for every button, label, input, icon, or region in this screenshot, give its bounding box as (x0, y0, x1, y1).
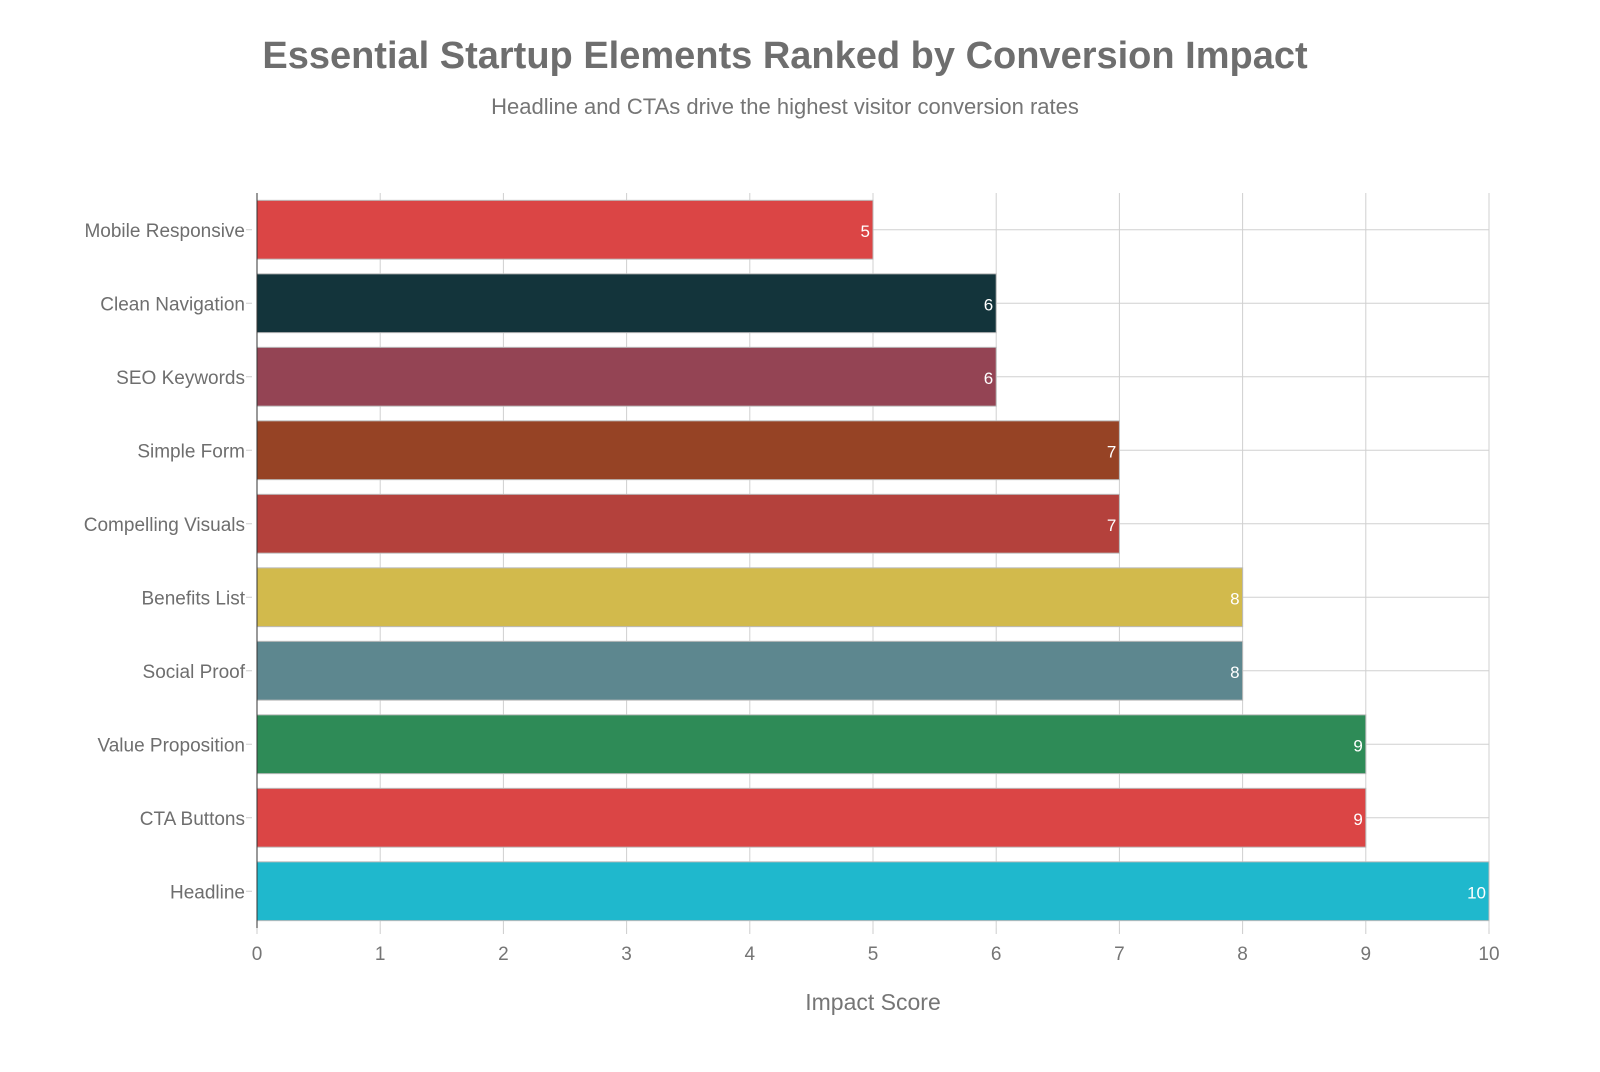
data-label: 10 (1467, 883, 1486, 902)
chart-subtitle: Headline and CTAs drive the highest visi… (491, 94, 1079, 119)
x-tick-label: 8 (1237, 944, 1248, 965)
bar (256, 861, 1490, 922)
data-label: 8 (1230, 663, 1239, 682)
y-tick-label: Social Proof (143, 662, 246, 683)
bar (256, 567, 1244, 628)
x-tick-label: 6 (991, 944, 1002, 965)
bar (256, 787, 1367, 848)
x-tick-label: 0 (252, 944, 263, 965)
x-tick-label: 3 (621, 944, 632, 965)
bar (256, 640, 1244, 701)
x-tick-label: 1 (375, 944, 386, 965)
x-tick-label: 2 (498, 944, 509, 965)
data-label: 7 (1107, 442, 1116, 461)
x-tick-label: 7 (1114, 944, 1125, 965)
y-tick-label: Compelling Visuals (84, 515, 245, 536)
data-label: 7 (1107, 516, 1116, 535)
x-axis-label: Impact Score (805, 989, 941, 1015)
y-tick-label: Clean Navigation (100, 294, 245, 315)
y-tick-label: Simple Form (137, 441, 245, 462)
data-label: 6 (984, 369, 993, 388)
data-label: 6 (984, 295, 993, 314)
y-tick-label: Headline (170, 882, 245, 903)
bar (256, 420, 1120, 481)
bar (256, 273, 997, 334)
x-tick-label: 5 (868, 944, 879, 965)
y-tick-label: CTA Buttons (140, 809, 245, 830)
x-tick-label: 4 (745, 944, 756, 965)
chart-title: Essential Startup Elements Ranked by Con… (262, 35, 1308, 77)
y-tick-label: Mobile Responsive (84, 221, 245, 242)
data-label: 8 (1230, 589, 1239, 608)
bar (256, 493, 1120, 554)
data-label: 9 (1353, 810, 1362, 829)
x-tick-label: 9 (1361, 944, 1372, 965)
y-tick-label: Benefits List (142, 588, 246, 609)
y-tick-label: Value Proposition (97, 735, 245, 756)
y-tick-label: SEO Keywords (116, 368, 245, 389)
bar (256, 714, 1367, 775)
bar (256, 346, 997, 407)
data-label: 9 (1353, 736, 1362, 755)
data-label: 5 (861, 222, 870, 241)
bar (256, 199, 874, 260)
x-tick-label: 10 (1478, 944, 1499, 965)
